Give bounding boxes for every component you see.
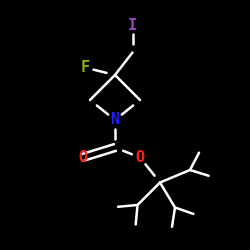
Text: O: O: [136, 150, 144, 165]
Text: O: O: [78, 150, 87, 165]
Text: I: I: [128, 18, 137, 32]
Text: N: N: [110, 112, 120, 128]
Text: F: F: [80, 60, 90, 75]
